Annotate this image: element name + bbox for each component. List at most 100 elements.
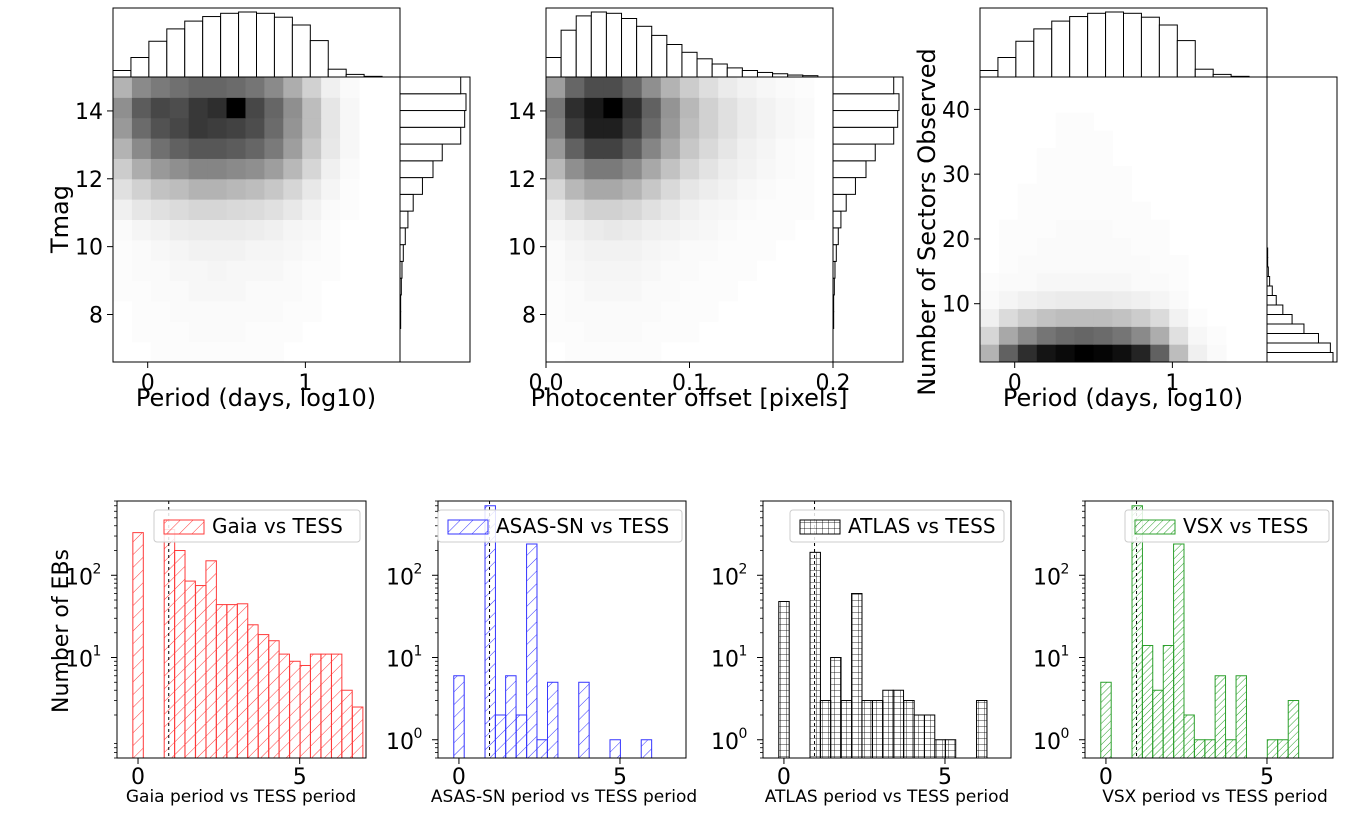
heatmap-cell [1055, 201, 1076, 220]
top-hist-bar [545, 57, 562, 78]
heatmap-cell [113, 117, 133, 139]
histogram-bar [257, 634, 270, 759]
histogram-bar [944, 739, 957, 759]
heatmap-cell [113, 138, 133, 159]
heatmap-cell [302, 239, 322, 261]
heatmap-cell [321, 219, 341, 241]
heatmap-cell [679, 178, 700, 200]
heatmap-cell [1131, 326, 1151, 345]
heatmap-cell [794, 158, 815, 180]
heatmap-cell [998, 344, 1019, 363]
heatmap-cell [603, 341, 623, 363]
p2-heatmap [546, 77, 815, 363]
heatmap-cell [718, 138, 738, 159]
histogram-bar [247, 624, 259, 759]
heatmap-cell [1093, 255, 1113, 274]
heatmap-cell [679, 138, 700, 159]
heatmap-cell [1112, 344, 1132, 363]
heatmap-cell [302, 199, 322, 220]
heatmap-cell [546, 199, 566, 220]
heatmap-cell [150, 219, 171, 241]
y-tick-label: 30 [942, 163, 970, 188]
heatmap-cell [546, 117, 566, 139]
top-hist-bar [256, 12, 275, 78]
heatmap-cell [1017, 272, 1038, 292]
histogram-bar [882, 689, 894, 759]
heatmap-cell [641, 219, 662, 241]
top-hist-bar [575, 15, 592, 78]
heatmap-cell [756, 178, 777, 200]
histogram-bar [526, 543, 538, 759]
y-tick-exponent: 2 [414, 561, 423, 577]
heatmap-cell [1112, 237, 1132, 256]
top-hist-bar [1069, 16, 1089, 78]
right-hist-bar [1266, 342, 1331, 353]
heatmap-cell [775, 199, 796, 220]
heatmap-cell [321, 138, 341, 159]
heatmap-cell [1112, 255, 1132, 274]
histogram-bar [1277, 739, 1289, 759]
top-hist-bar [327, 68, 347, 78]
heatmap-cell [283, 138, 303, 159]
top-hist-bar [756, 71, 774, 78]
heatmap-cell [321, 77, 341, 98]
right-hist-bar [399, 227, 406, 246]
heatmap-cell [699, 138, 719, 159]
y-tick-label: 10 [711, 648, 739, 673]
heatmap-cell [150, 158, 171, 180]
heatmap-cell [245, 321, 265, 343]
heatmap-cell [113, 219, 133, 241]
heatmap-cell [150, 77, 171, 98]
heatmap-cell [1112, 290, 1132, 310]
y-tick-label: 10 [386, 730, 414, 755]
y-tick-label: 10 [508, 236, 536, 261]
right-hist-bar [1266, 295, 1277, 306]
histogram-bar [268, 640, 280, 759]
y-tick-exponent: 2 [1061, 561, 1070, 577]
heatmap-cell [718, 199, 738, 220]
top-hist-bar [291, 24, 311, 78]
heatmap-cell [150, 97, 171, 119]
heatmap-cell [1093, 237, 1113, 256]
right-hist-bar [832, 76, 895, 95]
heatmap-cell [660, 219, 681, 241]
top-hist-bar [148, 40, 168, 78]
heatmap-cell [737, 239, 758, 261]
heatmap-cell [756, 117, 777, 139]
top-hist-bar [636, 25, 653, 78]
histogram-bar [195, 585, 207, 759]
heatmap-cell [1169, 344, 1189, 363]
heatmap-cell [699, 77, 719, 98]
histogram-bar [174, 550, 186, 759]
heatmap-cell [756, 97, 777, 119]
p3-heatmap [980, 112, 1227, 363]
heatmap-cell [113, 280, 133, 302]
heatmap-cell [1131, 237, 1151, 256]
heatmap-cell [679, 77, 700, 98]
histogram-bar [1214, 675, 1227, 759]
heatmap-cell [1036, 183, 1057, 203]
heatmap-cell [245, 138, 265, 159]
heatmap-cell [603, 321, 623, 343]
heatmap-cell [998, 326, 1019, 345]
heatmap-cell [998, 255, 1019, 274]
heatmap-cell [1150, 237, 1170, 256]
heatmap-cell [188, 300, 209, 322]
heatmap-cell [188, 97, 209, 119]
heatmap-cell [188, 138, 209, 159]
heatmap-cell [641, 117, 662, 139]
heatmap-cell [660, 77, 681, 98]
heatmap-cell [622, 97, 643, 119]
legend-swatch [447, 519, 489, 535]
heatmap-cell [1055, 326, 1076, 345]
heatmap-cell [207, 178, 228, 200]
heatmap-cell [584, 341, 604, 363]
y-tick-exponent: 2 [93, 561, 102, 577]
histogram-bar [934, 739, 946, 759]
histogram-bar [184, 580, 196, 759]
right-hist-bar [832, 160, 867, 179]
heatmap-cell [1055, 148, 1076, 167]
histogram-bar [1100, 681, 1112, 759]
heatmap-cell [603, 97, 623, 119]
